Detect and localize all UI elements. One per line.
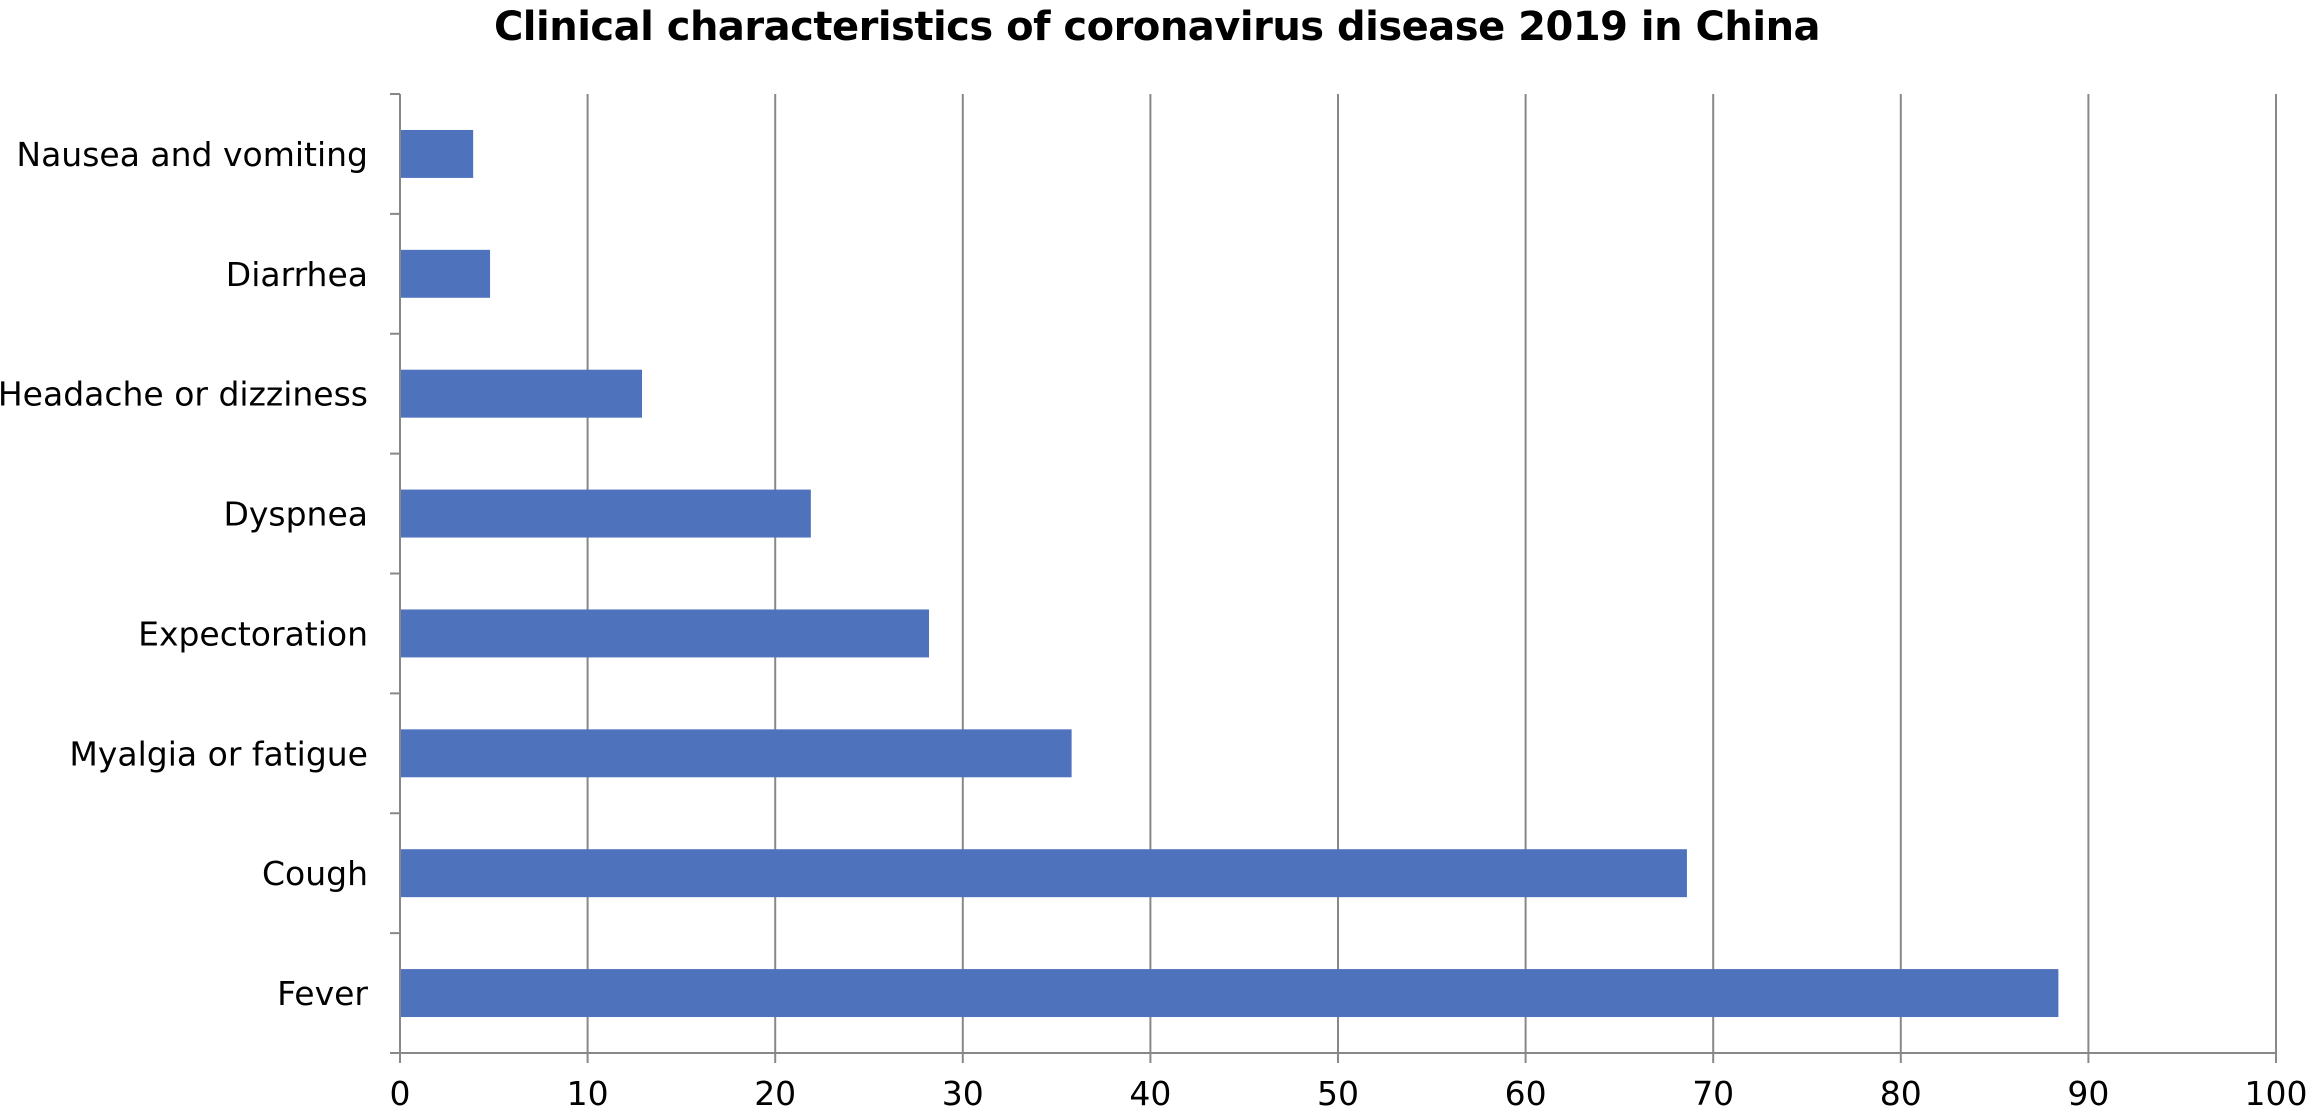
x-tick-label: 0 <box>390 1074 411 1113</box>
x-tick-label: 90 <box>2067 1074 2109 1113</box>
chart-title: Clinical characteristics of coronavirus … <box>493 4 1821 50</box>
bar-myalgia-or-fatigue <box>401 729 1072 778</box>
category-label: Dyspnea <box>223 495 368 534</box>
x-tick-label: 20 <box>754 1074 796 1113</box>
category-label: Diarrhea <box>226 255 368 294</box>
x-tick-label: 50 <box>1317 1074 1359 1113</box>
x-tick-label: 60 <box>1505 1074 1547 1113</box>
category-labels: Nausea and vomiting Diarrhea Headache or d… <box>0 135 368 1013</box>
x-tick-label: 30 <box>942 1074 984 1113</box>
x-tick-label: 10 <box>567 1074 609 1113</box>
bar-headache-or-dizziness <box>401 369 643 418</box>
axes <box>390 93 2277 1063</box>
x-tick-label: 40 <box>1129 1074 1171 1113</box>
category-label: Headache or dizziness <box>0 375 368 414</box>
category-label: Cough <box>262 854 368 893</box>
bar-dyspnea <box>401 489 811 538</box>
bar-cough <box>401 849 1687 898</box>
x-tick-labels: 0 10 20 30 40 50 60 70 80 90 100 <box>390 1074 2308 1113</box>
x-tick-label: 70 <box>1692 1074 1734 1113</box>
bars <box>401 129 2059 1018</box>
grid-lines <box>586 94 2277 1053</box>
x-tick-label: 100 <box>2245 1074 2308 1113</box>
x-tick-label: 80 <box>1880 1074 1922 1113</box>
category-label: Expectoration <box>138 614 368 653</box>
bar-diarrhea <box>401 249 491 298</box>
bar-fever <box>401 969 2059 1018</box>
bar-expectoration <box>401 609 930 658</box>
category-label: Nausea and vomiting <box>16 135 368 174</box>
bar-nausea-and-vomiting <box>401 129 474 178</box>
category-label: Myalgia or fatigue <box>69 734 368 773</box>
category-label: Fever <box>277 974 368 1013</box>
